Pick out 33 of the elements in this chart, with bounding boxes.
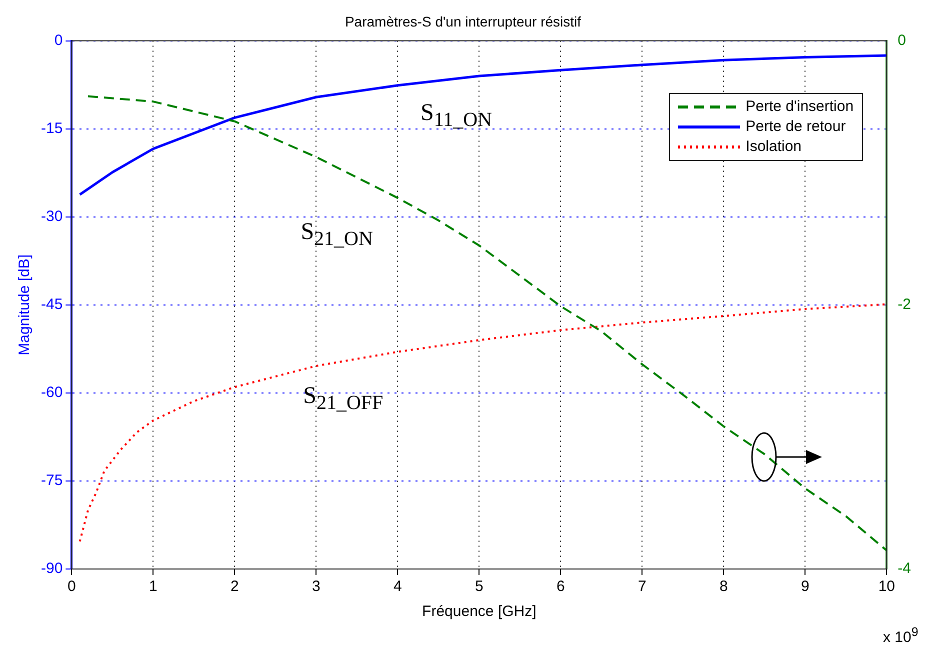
x-tick-label: 2 — [230, 578, 239, 596]
x-tick-label: 1 — [149, 578, 158, 596]
chart-title: Paramètres-S d'un interrupteur résistif — [344, 13, 582, 30]
legend-label: Perte d'insertion — [746, 96, 854, 117]
y-tick-label: -30 — [40, 208, 63, 226]
x-tick-label: 9 — [800, 578, 810, 596]
x-tick-label: 0 — [68, 578, 76, 596]
x-tick-label: 3 — [312, 578, 320, 596]
y2-tick-label: 0 — [898, 32, 906, 49]
legend-label: Perte de retour — [746, 116, 846, 137]
x-axis-title: Fréquence [GHz] — [422, 603, 536, 620]
x-tick-label: 8 — [719, 578, 728, 596]
annotation: S$_{21_ON}$ — [300, 218, 373, 250]
y-tick-label: -75 — [40, 472, 63, 490]
legend-label: Isolation — [746, 136, 802, 157]
y2-tick-label: -4 — [898, 560, 912, 578]
text: x 10$^{9}$ — [883, 625, 918, 646]
x-tick-label: 6 — [556, 578, 565, 596]
y-tick-label: -15 — [40, 120, 63, 137]
line-series — [86, 95, 887, 552]
x-tick-label: 7 — [638, 578, 646, 596]
y-axis-title: Magnitude [dB] — [16, 254, 34, 356]
x-tick-label: 10 — [878, 578, 896, 596]
y2-tick-label: -2 — [898, 296, 912, 314]
y-tick-label: -90 — [40, 560, 63, 578]
y-tick-label: 0 — [54, 32, 63, 49]
annotation: S$_{11_ON}$ — [420, 100, 492, 131]
x-tick-label: 4 — [394, 578, 402, 596]
y-tick-label: -45 — [40, 296, 63, 314]
x-tick-label: 5 — [475, 578, 484, 596]
y-tick-label: -60 — [40, 384, 63, 402]
annotation: S$_{21_OFF}$ — [303, 383, 384, 414]
line-series — [78, 303, 887, 542]
